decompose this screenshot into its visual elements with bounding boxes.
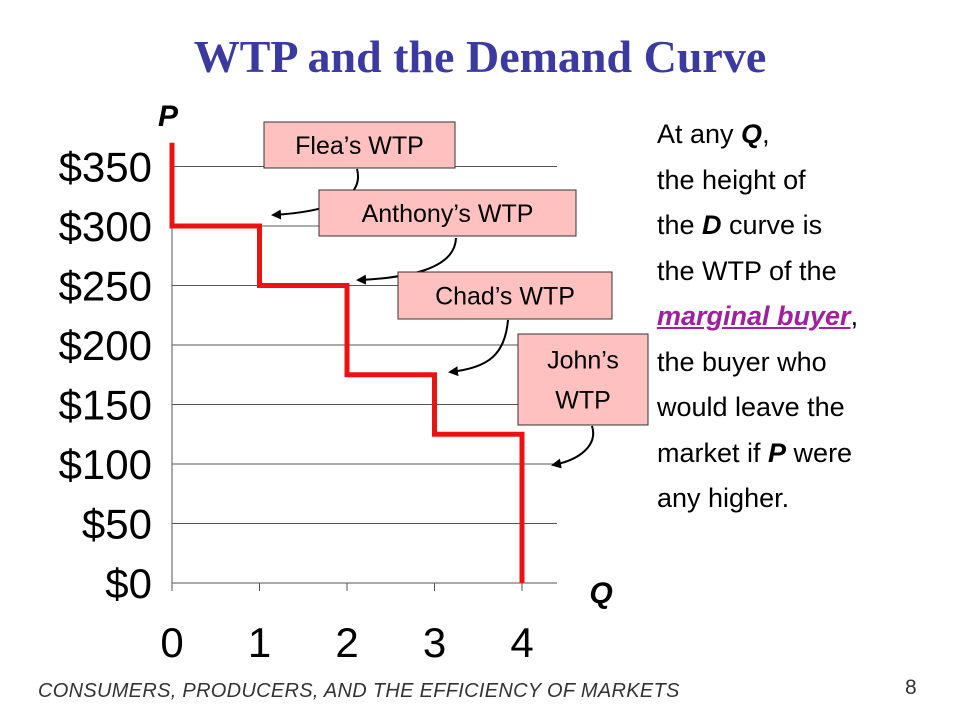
annotation-box: [517, 333, 649, 426]
demand-curve: [169, 142, 525, 583]
explanation-line: would leave the: [657, 392, 845, 422]
y-tick-label: $300: [59, 203, 152, 250]
text: curve is: [721, 210, 823, 240]
annotation-label: John’s WTP: [547, 347, 619, 415]
annotation-label: Flea’s WTP: [295, 132, 424, 160]
footer-text: CONSUMERS, PRODUCERS, AND THE EFFICIENCY…: [38, 680, 680, 702]
text: market if: [657, 437, 769, 468]
annotation-arrow: [551, 425, 595, 469]
annotation-label: Anthony’s WTP: [362, 200, 534, 228]
x-tick-label: 1: [248, 619, 271, 666]
explanation-line: At any Q,: [657, 112, 957, 158]
annotation-label-line: WTP: [555, 387, 611, 415]
x-tick-labels: 0 1 2 3 4: [160, 619, 533, 666]
slide-number: 8: [905, 676, 917, 699]
x-tick-label: 2: [335, 619, 358, 666]
y-axis-label: P: [158, 100, 179, 133]
d-symbol: D: [702, 210, 722, 240]
y-tick-labels: $0 $50 $100 $150 $200 $250 $300 $350: [59, 144, 152, 608]
marginal-buyer-link[interactable]: marginal buyer: [657, 301, 851, 331]
y-tick-label: $0: [105, 560, 152, 607]
explanation-line: the buyer who: [657, 346, 827, 377]
annotation-label-line: Flea’s WTP: [295, 132, 424, 160]
y-tick-label: $50: [82, 501, 152, 548]
x-tick-label: 4: [510, 619, 533, 666]
annotation-box: [318, 189, 577, 237]
y-tick-label: $200: [59, 322, 152, 369]
x-tick-label: 0: [160, 619, 183, 666]
text: the: [657, 210, 703, 240]
annotation-label-line: Anthony’s WTP: [362, 200, 534, 228]
explanation-line: the WTP of the: [657, 255, 837, 286]
p-symbol: P: [768, 437, 787, 468]
text: ,: [762, 119, 770, 149]
text: were: [786, 437, 853, 468]
explanation-line: marginal buyer,: [657, 294, 957, 340]
x-tick-label: 3: [423, 619, 446, 666]
y-tick-label: $350: [59, 144, 152, 191]
x-axis-label: Q: [589, 577, 612, 610]
text: At any: [657, 119, 742, 149]
annotation-label-line: Chad’s WTP: [435, 283, 575, 311]
annotation-arrow: [448, 319, 509, 377]
demand-curve-line: [169, 142, 525, 583]
slide-title: WTP and the Demand Curve: [193, 31, 767, 82]
explanation-line: the height of: [657, 164, 806, 195]
explanation-line: market if P were: [657, 431, 957, 477]
annotation-label-line: John’s: [547, 347, 619, 375]
explanation-text: At any Q, the height of the D curve is t…: [657, 112, 957, 522]
y-tick-label: $250: [59, 263, 152, 310]
annotation-box: [397, 271, 613, 320]
explanation-line: the D curve is: [657, 203, 957, 249]
y-tick-label: $100: [59, 441, 152, 488]
annotation-arrows: [271, 168, 595, 469]
q-symbol: Q: [741, 119, 763, 149]
explanation-line: any higher.: [657, 483, 790, 513]
y-tick-label: $150: [59, 382, 152, 429]
annotation-labels: Flea’s WTP Anthony’s WTP Chad’s WTP John’s W…: [263, 121, 649, 426]
annotation-box: [263, 121, 456, 169]
text: ,: [850, 301, 859, 331]
annotation-label: Chad’s WTP: [435, 283, 575, 311]
annotation-arrow: [356, 237, 457, 285]
